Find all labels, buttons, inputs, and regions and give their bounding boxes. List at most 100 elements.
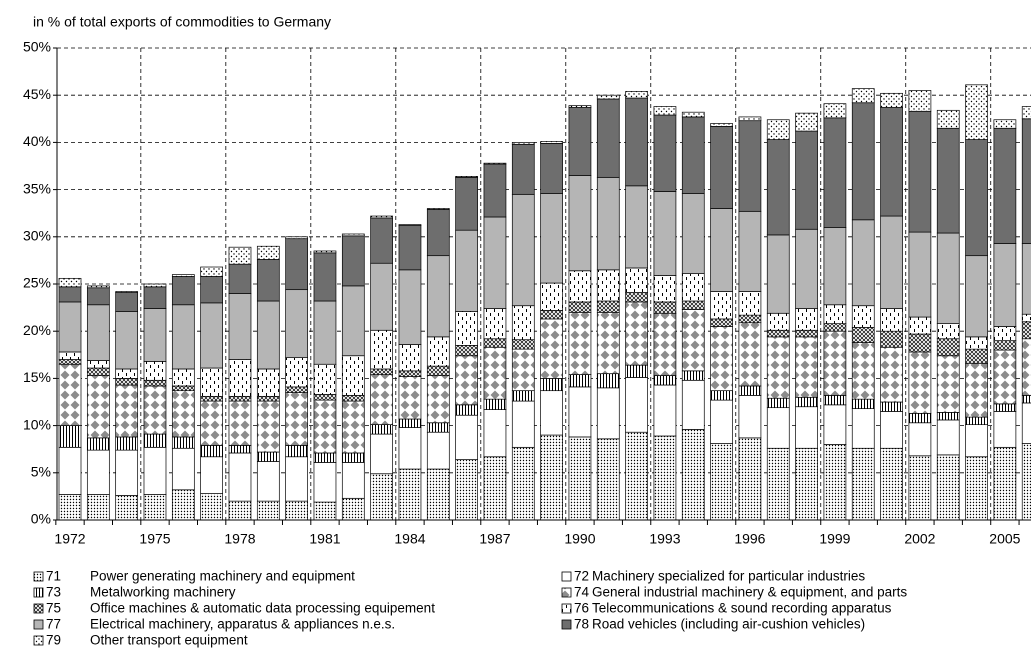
bar-segment	[58, 363, 82, 426]
x-tick-label: 1996	[734, 531, 765, 547]
legend: 71 Power generating machinery and equipme…	[33, 569, 907, 648]
bar-segment	[965, 255, 988, 338]
bar-segment	[171, 447, 195, 491]
bar-segment	[285, 238, 308, 291]
bar-segment	[738, 210, 762, 292]
bar-segment	[993, 349, 1017, 405]
bar-segment	[596, 94, 620, 100]
bar-segment	[653, 106, 677, 116]
bar-segment	[426, 208, 450, 210]
bar-segment	[710, 390, 733, 401]
legend-swatch	[561, 571, 572, 582]
bar-segment	[766, 119, 790, 140]
bar-segment	[625, 267, 648, 293]
bar-segment	[596, 176, 620, 271]
bar-segment	[823, 304, 847, 324]
bar-segment	[171, 489, 195, 521]
bar-segment	[341, 355, 365, 396]
legend-code: 75	[46, 601, 61, 616]
bar-segment	[483, 162, 507, 165]
bar-segment	[936, 127, 960, 234]
y-tick-label: 45%	[23, 86, 51, 102]
bar-segment	[936, 232, 960, 324]
bar-segment	[653, 384, 677, 437]
legend-code: 76	[574, 601, 589, 616]
bar-segment	[313, 252, 337, 302]
bar-segment	[880, 346, 903, 403]
bar-segment	[143, 494, 167, 521]
bar-segment	[681, 379, 705, 430]
bar-segment	[851, 305, 875, 328]
bar-segment	[171, 274, 195, 277]
bar-segment	[200, 493, 223, 521]
bar-segment	[710, 291, 733, 320]
bar-segment	[993, 326, 1017, 341]
bar-segment	[370, 368, 393, 375]
bar-segment	[653, 191, 677, 276]
bar-segment	[993, 243, 1017, 327]
bar-segment	[766, 407, 790, 449]
bar-segment	[795, 308, 818, 331]
bar-segment	[115, 449, 139, 496]
bar-segment	[625, 377, 648, 433]
bar-segment	[766, 447, 790, 521]
bar-segment	[795, 447, 818, 521]
bar-segment	[965, 456, 988, 521]
bar-segment	[341, 233, 365, 237]
bar-segment	[710, 318, 733, 327]
bar-segment	[795, 228, 818, 309]
bar-segment	[285, 289, 308, 358]
bar-segment	[1021, 338, 1031, 396]
legend-label: Machinery specialized for particular ind…	[592, 569, 865, 584]
bar-segment	[596, 98, 620, 178]
bar-segment	[568, 175, 592, 272]
bar-segment	[625, 185, 648, 269]
bar-segment	[908, 316, 932, 335]
bar-segment	[823, 404, 847, 445]
bar-segment	[86, 285, 110, 289]
bar-segment	[58, 425, 82, 448]
bar-segment	[738, 291, 762, 316]
bar-segment	[880, 447, 903, 521]
bar-segment	[86, 449, 110, 495]
bar-segment	[256, 400, 280, 453]
bar-segment	[1021, 313, 1031, 323]
legend-label: Road vehicles (including air-cushion veh…	[592, 617, 865, 632]
bar-segment	[143, 385, 167, 435]
bar-segment	[86, 437, 110, 451]
bar-segment	[568, 270, 592, 303]
bar-segment	[540, 310, 563, 320]
bar-segment	[965, 424, 988, 458]
bar-segment	[200, 266, 223, 277]
bar-segment	[256, 500, 280, 521]
bar-segment	[851, 102, 875, 221]
bar-segment	[341, 497, 365, 521]
bar-segment	[681, 300, 705, 310]
bar-segment	[710, 326, 733, 392]
bar-segment	[58, 359, 82, 365]
bar-segment	[398, 427, 422, 470]
bar-segment	[58, 286, 82, 303]
bar-segment	[200, 367, 223, 397]
bar-segment	[681, 370, 705, 381]
bar-segment	[681, 429, 705, 521]
bar-segment	[823, 117, 847, 228]
bar-segment	[483, 456, 507, 521]
bar-segment	[313, 394, 337, 401]
bar-segment	[228, 263, 252, 294]
bar-segment	[171, 385, 195, 392]
y-tick-label: 15%	[23, 369, 51, 385]
bar-segment	[370, 329, 393, 370]
bar-segment	[568, 107, 592, 176]
bar-segment	[1021, 106, 1031, 120]
bar-segment	[58, 446, 82, 495]
bar-segment	[426, 468, 450, 521]
bar-segment	[540, 193, 563, 284]
bar-segment	[228, 500, 252, 521]
x-tick-label: 2002	[904, 531, 935, 547]
bar-segment	[455, 414, 478, 460]
bar-segment	[596, 300, 620, 313]
bar-segment	[200, 276, 223, 304]
bar-segment	[171, 436, 195, 449]
